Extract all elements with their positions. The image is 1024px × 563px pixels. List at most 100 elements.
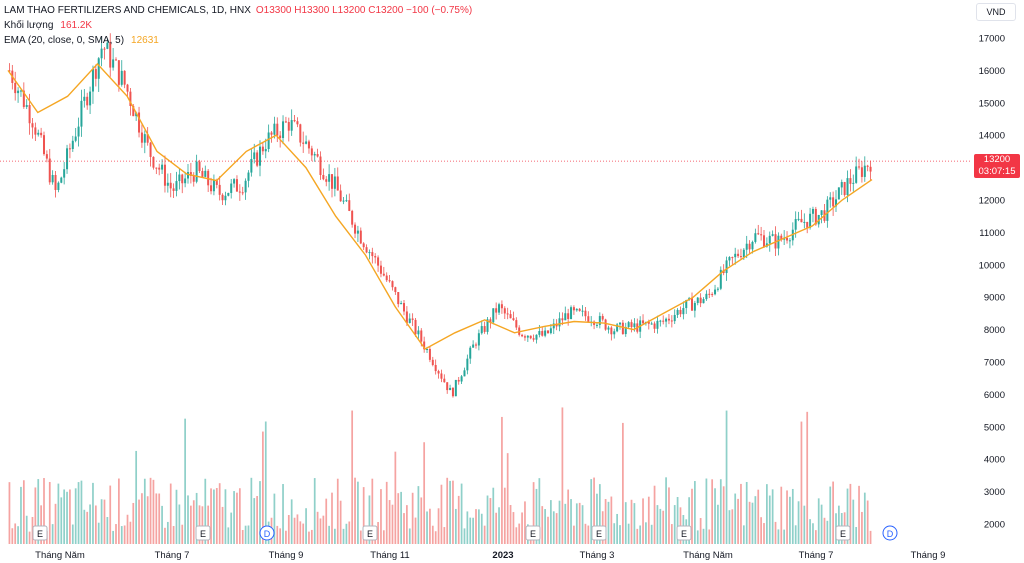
volume-bar <box>118 478 120 544</box>
candle-body <box>535 334 538 340</box>
candle-body <box>388 280 391 282</box>
earnings-marker[interactable] <box>195 525 211 541</box>
candle-body <box>431 359 434 365</box>
volume-bar <box>478 509 480 544</box>
candle-body <box>788 240 791 242</box>
volume-bar <box>213 489 215 544</box>
volume-bar <box>305 508 307 544</box>
candle-body <box>296 121 299 125</box>
candle-body <box>80 100 83 127</box>
candle-body <box>575 308 578 311</box>
candle-body <box>489 319 492 323</box>
candle-body <box>613 331 616 335</box>
earnings-marker[interactable] <box>835 525 851 541</box>
candle-body <box>189 172 192 176</box>
candle-body <box>129 91 132 106</box>
volume-bar <box>728 510 731 544</box>
earnings-marker[interactable] <box>362 525 378 541</box>
volume-bar <box>777 529 780 544</box>
candle-body <box>751 241 754 250</box>
volume-bar <box>135 450 138 544</box>
volume-bar <box>780 486 783 544</box>
candle-body <box>549 328 552 334</box>
volume-bar <box>132 502 135 544</box>
volume-bar <box>636 528 639 544</box>
volume-bar <box>607 501 610 544</box>
volume-bar <box>803 505 806 544</box>
ohlc-values: O13300 H13300 L13200 C13200 −100 (−0.75%… <box>255 5 473 16</box>
volume-bar <box>31 516 34 544</box>
volume-bar <box>184 418 186 544</box>
candle-body <box>739 256 742 258</box>
earnings-marker[interactable] <box>525 525 541 541</box>
candle-body <box>731 257 734 259</box>
earnings-marker[interactable] <box>32 525 48 541</box>
candle-body <box>866 165 869 167</box>
currency-button[interactable]: VND <box>976 3 1016 21</box>
volume-bar <box>325 498 328 544</box>
candle-body <box>483 326 486 332</box>
candle-body <box>734 253 737 258</box>
dividend-marker[interactable] <box>259 525 275 541</box>
volume-bar <box>20 486 22 544</box>
candle-body <box>526 335 529 338</box>
candle-body <box>117 60 120 85</box>
volume-bar <box>624 502 627 544</box>
candle-body <box>19 90 22 92</box>
candle-body <box>186 172 190 179</box>
candle-body <box>316 154 319 157</box>
volume-bar <box>368 495 371 544</box>
volume-bar <box>74 488 77 544</box>
candle-body <box>443 378 446 383</box>
earnings-marker[interactable] <box>591 525 607 541</box>
candle-body <box>305 141 308 144</box>
volume-bar <box>120 526 123 544</box>
candle-body <box>829 197 832 200</box>
candle-body <box>665 318 668 322</box>
candle-body <box>114 59 118 61</box>
candle-body <box>132 105 135 117</box>
volume-bar <box>287 515 290 544</box>
candle-body <box>786 237 789 241</box>
volume-bar <box>708 529 711 544</box>
candle-body <box>719 269 722 289</box>
volume-bar <box>630 499 633 544</box>
volume-bar <box>480 513 483 544</box>
candle-body <box>204 170 207 177</box>
candle-body <box>221 194 224 201</box>
time-tick-label: Tháng 7 <box>155 550 190 561</box>
volume-bar <box>852 499 855 544</box>
candle-body <box>757 233 760 235</box>
volume-bar <box>670 524 673 544</box>
volume-bar <box>290 499 293 544</box>
volume-bar <box>97 522 100 544</box>
candle-body <box>500 304 503 309</box>
volume-bar <box>800 421 803 544</box>
candle-body <box>417 330 420 335</box>
volume-bar <box>66 491 68 544</box>
time-tick-label: Tháng 7 <box>799 550 834 561</box>
candle-body <box>356 230 359 234</box>
volume-bars <box>8 407 872 544</box>
volume-bar <box>348 521 351 544</box>
volume-bar <box>748 501 751 544</box>
volume-bar <box>143 478 146 544</box>
candle-body <box>662 320 665 322</box>
candle-body <box>328 174 331 182</box>
volume-bar <box>221 506 224 544</box>
candle-body <box>94 69 97 79</box>
volume-bar <box>71 524 74 544</box>
volume-bar <box>515 527 518 544</box>
candle-body <box>667 318 670 321</box>
volume-bar <box>161 505 163 544</box>
volume-bar <box>181 524 184 544</box>
candle-body <box>809 213 812 228</box>
candle-body <box>676 309 679 315</box>
earnings-marker[interactable] <box>676 525 692 541</box>
candle-body <box>572 307 575 311</box>
candle-body <box>538 331 541 335</box>
candle-body <box>394 287 397 293</box>
candle-body <box>506 313 509 315</box>
dividend-marker[interactable] <box>882 525 898 541</box>
